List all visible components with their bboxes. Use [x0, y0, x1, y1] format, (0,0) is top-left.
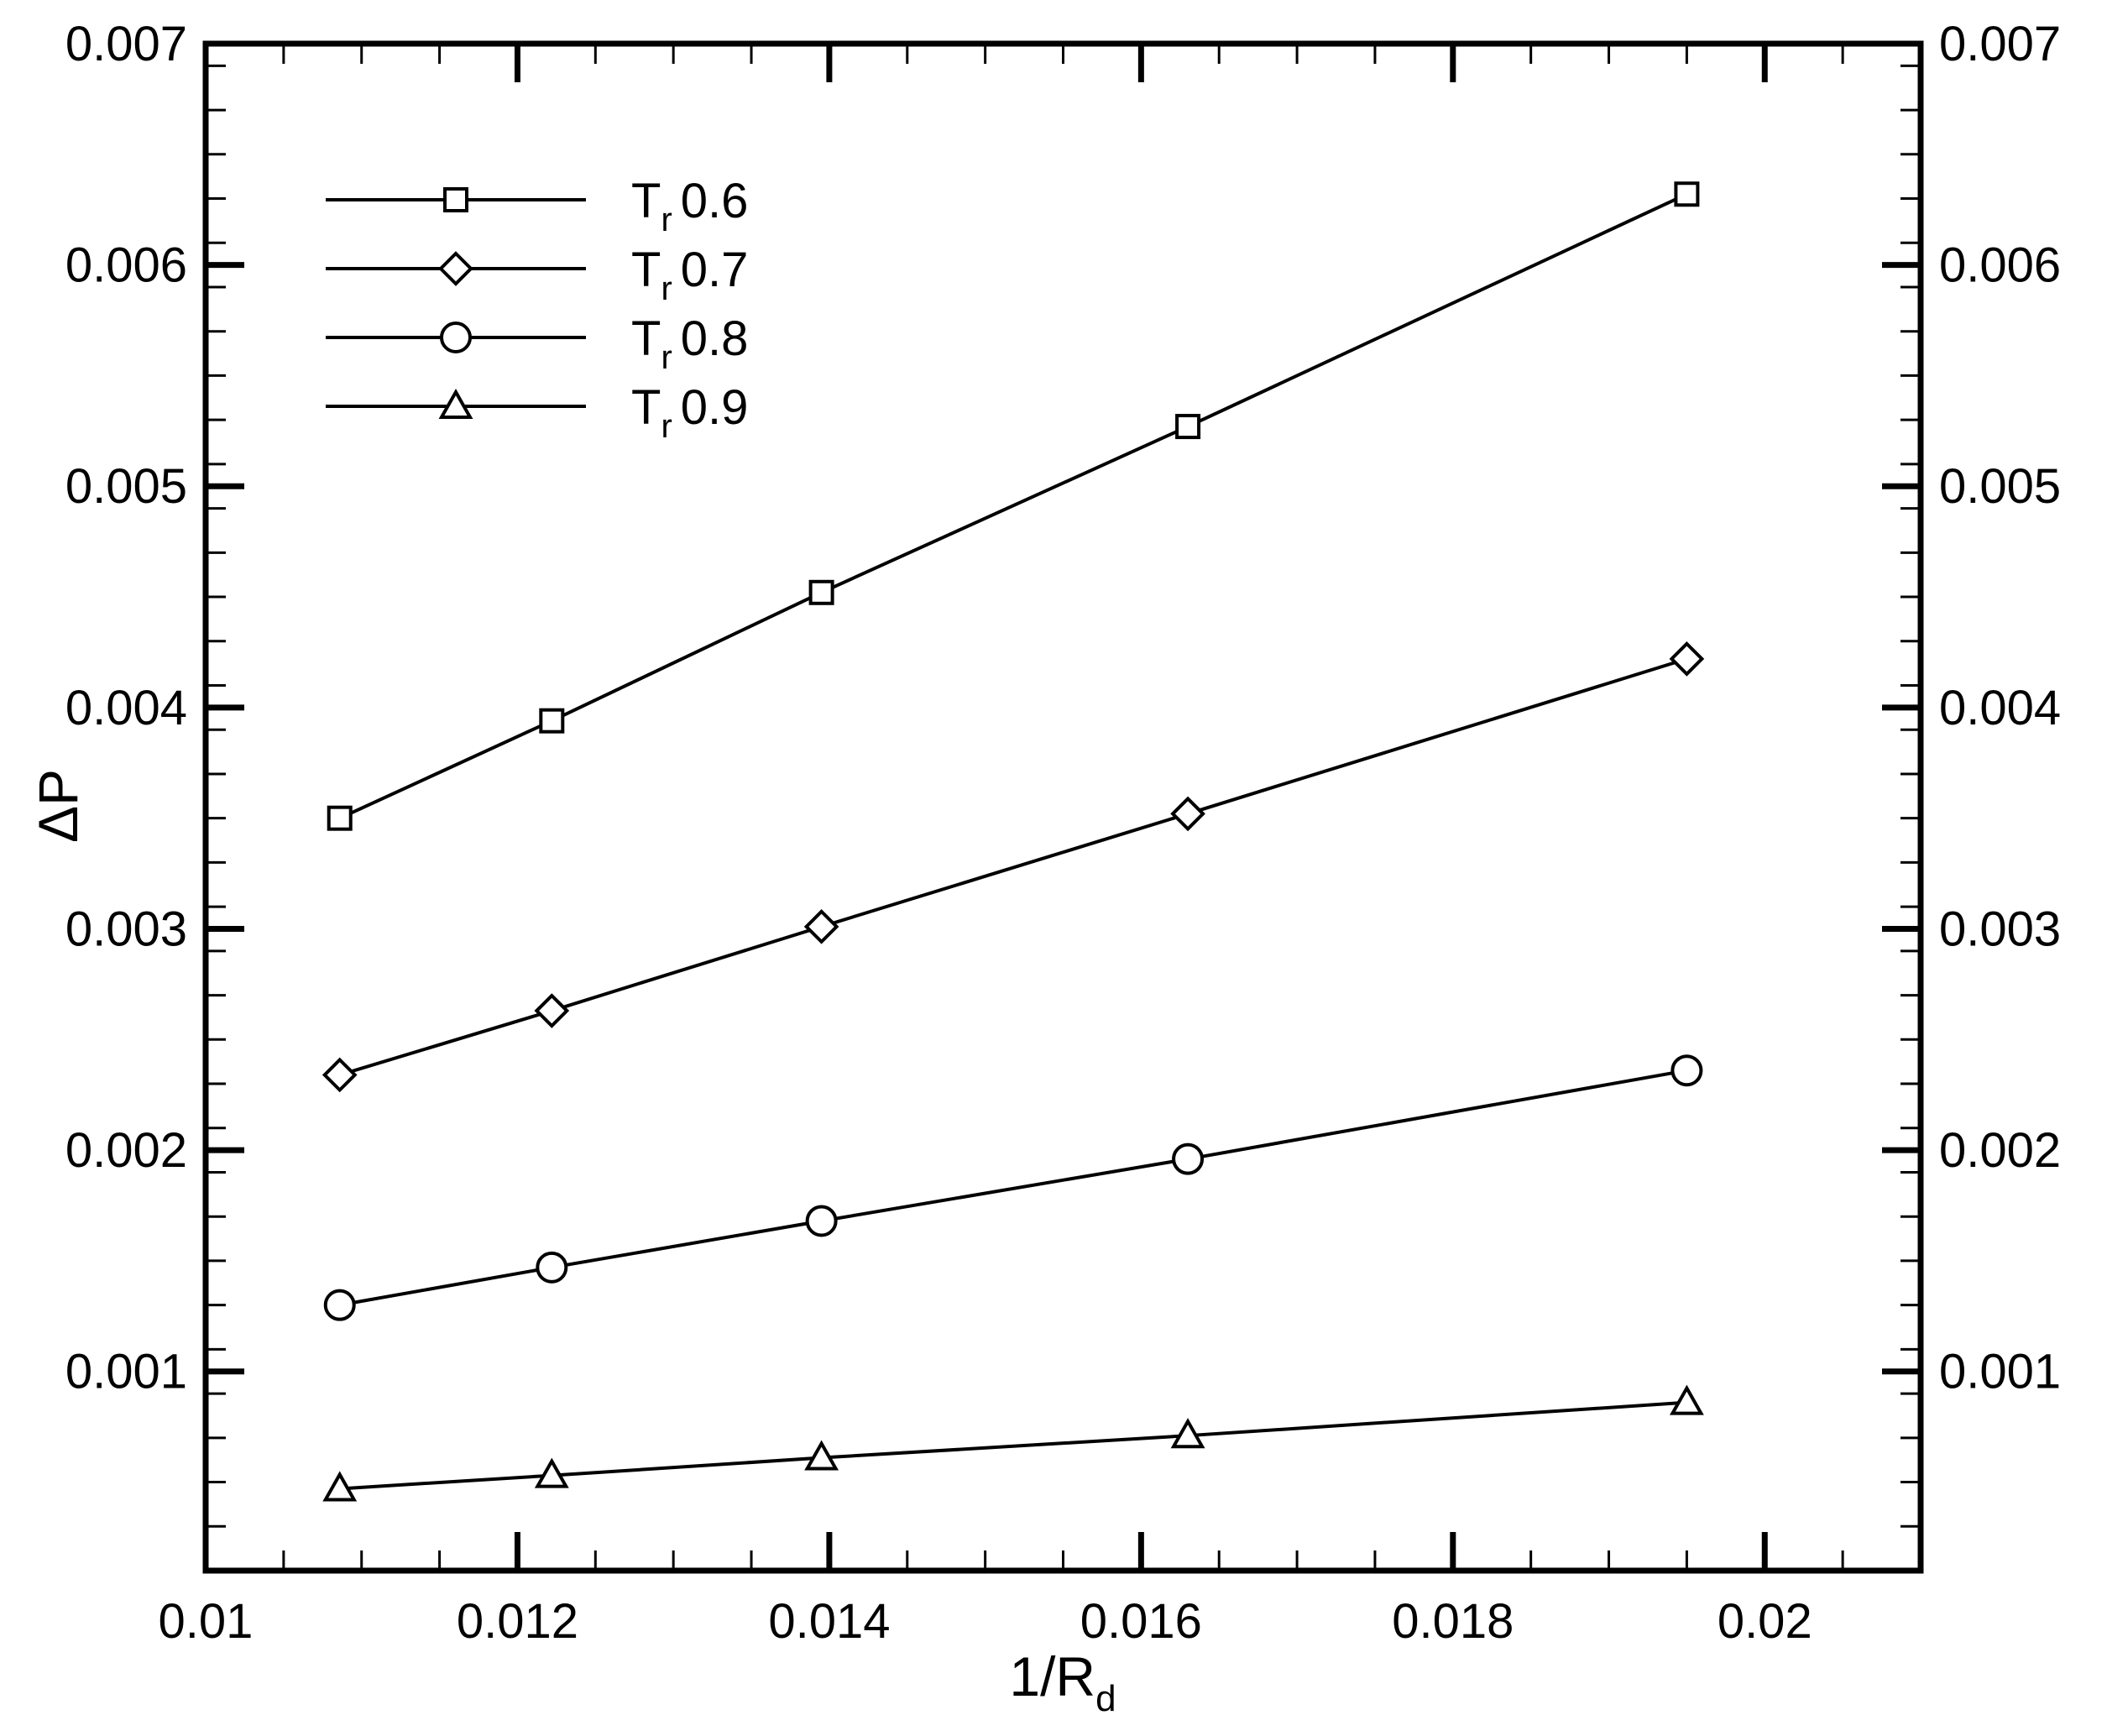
y-tick-label-right: 0.004 — [1939, 681, 2061, 735]
legend-label-subscript: r — [661, 270, 672, 307]
x-tick-label: 0.012 — [457, 1594, 578, 1649]
data-point-square — [1175, 414, 1201, 440]
legend-label-value: 0.9 — [681, 380, 749, 435]
legend-marker-circle — [440, 322, 472, 353]
legend-entry: Tr 0.8 — [326, 311, 748, 376]
x-axis-title-subscript: d — [1095, 1678, 1116, 1719]
y-tick-label-right: 0.006 — [1939, 238, 2061, 293]
y-tick-label-left: 0.006 — [65, 238, 187, 293]
data-point-circle — [323, 1289, 356, 1321]
y-tick-label-left: 0.003 — [65, 902, 187, 956]
legend-label-main: T — [631, 243, 661, 297]
data-point-circle — [536, 1251, 568, 1284]
x-tick-label: 0.014 — [768, 1594, 890, 1649]
data-point-circle — [1172, 1143, 1205, 1175]
legend-marker-triangle — [438, 388, 473, 419]
legend-label-value: 0.7 — [681, 243, 749, 297]
y-tick-label-left: 0.007 — [65, 17, 187, 71]
legend-label: Tr 0.9 — [631, 380, 748, 445]
y-tick-label-left: 0.005 — [65, 459, 187, 514]
data-point-triangle — [804, 1440, 839, 1471]
legend-label-subscript: r — [661, 339, 672, 376]
series-1 — [327, 181, 1700, 831]
y-tick-label-left: 0.004 — [65, 681, 187, 735]
data-point-square — [1674, 181, 1700, 207]
x-tick-label: 0.01 — [159, 1594, 254, 1649]
minor-ticks — [204, 44, 1922, 1572]
y-tick-label-right: 0.005 — [1939, 459, 2061, 514]
x-axis-title-main: 1/R — [1009, 1645, 1095, 1707]
x-tick-label: 0.016 — [1080, 1594, 1202, 1649]
legend-label: Tr 0.7 — [631, 243, 748, 307]
y-tick-label-right: 0.003 — [1939, 902, 2061, 956]
data-point-square — [808, 579, 834, 605]
legend-marker-square — [443, 187, 468, 212]
data-point-square — [327, 805, 353, 831]
x-tick-label: 0.02 — [1717, 1594, 1812, 1649]
data-point-diamond — [322, 1057, 358, 1093]
y-tick-label-right: 0.002 — [1939, 1123, 2061, 1178]
legend-label-main: T — [631, 380, 661, 435]
data-point-triangle — [534, 1457, 569, 1488]
data-point-triangle — [1669, 1384, 1704, 1415]
y-tick-labels-left: 0.001 0.002 0.003 0.004 0.005 0.006 0.007 — [65, 17, 187, 1399]
y-tick-label-right: 0.007 — [1939, 17, 2061, 71]
legend: Tr 0.6Tr 0.7Tr 0.8Tr 0.9 — [326, 174, 748, 445]
legend-label-main: T — [631, 174, 661, 228]
plot-frame — [202, 40, 1924, 1574]
data-point-triangle — [1170, 1418, 1205, 1449]
legend-entry: Tr 0.9 — [326, 380, 748, 445]
data-point-circle — [1670, 1054, 1703, 1087]
series-4 — [322, 1384, 1704, 1502]
legend-label: Tr 0.6 — [631, 174, 748, 238]
legend-label-subscript: r — [661, 408, 672, 445]
legend-entry: Tr 0.7 — [326, 243, 748, 307]
series-layer — [322, 181, 1705, 1502]
y-axis-title: ΔP — [27, 769, 89, 843]
series-2 — [322, 641, 1705, 1093]
data-point-diamond — [534, 993, 570, 1028]
y-tick-labels-right: 0.001 0.002 0.003 0.004 0.005 0.006 0.007 — [1939, 17, 2061, 1399]
y-tick-label-left: 0.002 — [65, 1123, 187, 1178]
legend-entry: Tr 0.6 — [326, 174, 748, 238]
legend-label: Tr 0.8 — [631, 311, 748, 376]
x-axis-title: 1/Rd — [1009, 1645, 1116, 1719]
legend-label-subscript: r — [661, 201, 672, 238]
y-tick-label-left: 0.001 — [65, 1345, 187, 1399]
data-point-diamond — [803, 909, 839, 944]
legend-label-value: 0.6 — [681, 174, 749, 228]
data-point-triangle — [322, 1471, 358, 1502]
x-tick-labels: 0.01 0.012 0.014 0.016 0.018 0.02 — [159, 1594, 1812, 1649]
data-point-diamond — [1669, 641, 1705, 677]
x-tick-label: 0.018 — [1392, 1594, 1514, 1649]
data-point-square — [539, 708, 565, 734]
data-point-circle — [805, 1205, 838, 1237]
series-3 — [323, 1054, 1703, 1321]
legend-marker-diamond — [438, 251, 473, 286]
y-tick-label-right: 0.001 — [1939, 1345, 2061, 1399]
legend-label-value: 0.8 — [681, 311, 749, 366]
legend-label-main: T — [631, 311, 661, 366]
data-point-diamond — [1170, 796, 1205, 832]
